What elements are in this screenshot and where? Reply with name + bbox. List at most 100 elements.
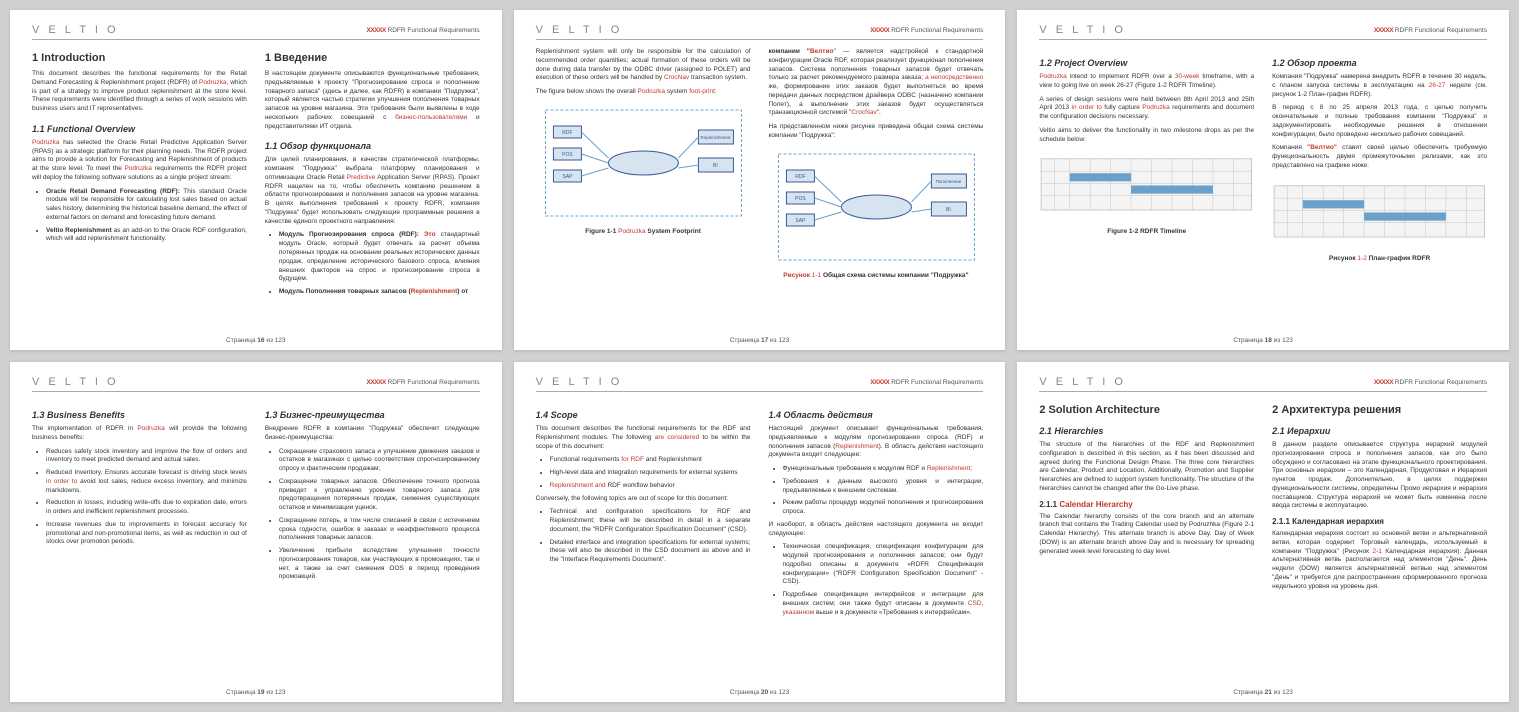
- list-item: Veltio Replenishment as an add-on to the…: [46, 227, 247, 245]
- logo: V E L T I O: [1039, 24, 1126, 36]
- svg-text:Пополнение: Пополнение: [935, 179, 961, 184]
- list-item: Functional requirements for RDF and Repl…: [550, 456, 751, 465]
- svg-text:POS: POS: [562, 152, 573, 158]
- logo: V E L T I O: [536, 376, 623, 388]
- list-item: Reduces safety stock inventory and impro…: [46, 448, 247, 466]
- proj-p1: Podruzka intend to implement RDFR over a…: [1039, 73, 1254, 91]
- proj-p3-ru: Компания "Велтио" ставит своей целью обе…: [1272, 144, 1487, 170]
- page-footer: Страница 20 из 123: [514, 689, 1006, 696]
- col-ru: 2 Архитектура решения 2.1 Иерархии В дан…: [1272, 400, 1487, 596]
- intro-p1: This document describes the functional r…: [32, 70, 247, 114]
- system-diagram-en: RDF POS SAP Replenishment BI: [536, 108, 751, 218]
- list-item: Reduced Inventory. Ensures accurate fore…: [46, 469, 247, 495]
- scope-list1: Functional requirements for RDF and Repl…: [550, 456, 751, 490]
- h1-arch-ru: 2 Архитектура решения: [1272, 404, 1487, 416]
- h2-hier: 2.1 Hierarchies: [1039, 426, 1254, 436]
- func-list: Oracle Retail Demand Forecasting (RDF): …: [46, 188, 247, 245]
- doc-label: XXXXX RDFR Functional Requirements: [1374, 379, 1487, 386]
- page-footer: Страница 21 из 123: [1017, 689, 1509, 696]
- col-ru: 1.2 Обзор проекта Компания "Подружка" на…: [1272, 48, 1487, 267]
- col-ru: 1 Введение В настоящем документе описыва…: [265, 48, 480, 301]
- list-item: Reduction in losses, including write-off…: [46, 499, 247, 517]
- svg-text:POS: POS: [795, 196, 806, 202]
- proj-p2-ru: В период с 8 по 25 апреля 2013 года, с ц…: [1272, 104, 1487, 139]
- list-item: Модуль Пополнения товарных запасов (Repl…: [279, 288, 480, 297]
- svg-text:SAP: SAP: [795, 218, 806, 224]
- hier-p1-ru: В данном разделе описывается структура и…: [1272, 441, 1487, 511]
- timeline-cap-ru: Рисунок 1-2 План-график RDFR: [1272, 255, 1487, 264]
- svg-text:RDF: RDF: [795, 174, 805, 180]
- biz-p: The implementation of RDFR in Podruzka w…: [32, 425, 247, 443]
- page-header: V E L T I O XXXXX RDFR Functional Requir…: [536, 24, 984, 40]
- page-21: V E L T I O XXXXX RDFR Functional Requir…: [1017, 362, 1509, 702]
- list-item: High-level data and integration requirem…: [550, 469, 751, 478]
- svg-text:RDF: RDF: [562, 130, 572, 136]
- h2-hier-ru: 2.1 Иерархии: [1272, 426, 1487, 436]
- scope-p2-ru: И наоборот, в область действия настоящег…: [769, 521, 984, 539]
- timeline-cap-en: Figure 1-2 RDFR Timeline: [1039, 228, 1254, 237]
- list-item: Сокращение страхового запаса и улучшение…: [279, 448, 480, 474]
- page-header: V E L T I O XXXXX RDFR Functional Requir…: [536, 376, 984, 392]
- h1-arch: 2 Solution Architecture: [1039, 404, 1254, 416]
- doc-label: XXXXX RDFR Functional Requirements: [870, 27, 983, 34]
- h3-cal-ru: 2.1.1 Календарная иерархия: [1272, 517, 1487, 526]
- page-header: V E L T I O XXXXX RDFR Functional Requir…: [32, 376, 480, 392]
- page-footer: Страница 19 из 123: [10, 689, 502, 696]
- timeline-en: [1039, 149, 1254, 224]
- biz-list: Reduces safety stock inventory and impro…: [46, 448, 247, 548]
- svg-text:Replenishment: Replenishment: [700, 135, 731, 140]
- func-p: Podruzka has selected the Oracle Retail …: [32, 139, 247, 183]
- list-item: Replenishment and RDF workflow behavior: [550, 482, 751, 491]
- page-16: V E L T I O XXXXX RDFR Functional Requir…: [10, 10, 502, 350]
- h1-intro-ru: 1 Введение: [265, 52, 480, 64]
- list-item: Модуль Прогнозирования спроса (RDF): Это…: [279, 231, 480, 284]
- system-diagram-ru: RDF POS SAP Пополнение BI: [769, 152, 984, 262]
- logo: V E L T I O: [32, 376, 119, 388]
- doc-label: XXXXX RDFR Functional Requirements: [870, 379, 983, 386]
- h2-biz: 1.3 Business Benefits: [32, 410, 247, 420]
- scope-list2: Technical and configuration specificatio…: [550, 508, 751, 565]
- page-17: V E L T I O XXXXX RDFR Functional Requir…: [514, 10, 1006, 350]
- cal-p: The Calendar hierarchy consists of the c…: [1039, 513, 1254, 557]
- doc-label: XXXXX RDFR Functional Requirements: [367, 379, 480, 386]
- h2-scope: 1.4 Scope: [536, 410, 751, 420]
- svg-text:BI: BI: [713, 163, 718, 169]
- list-item: Сокращение потерь, в том числе списаний …: [279, 517, 480, 543]
- page-header: V E L T I O XXXXX RDFR Functional Requir…: [32, 24, 480, 40]
- list-item: Подробные спецификации интерфейсов и инт…: [783, 591, 984, 617]
- h2-scope-ru: 1.4 Область действия: [769, 410, 984, 420]
- page-20: V E L T I O XXXXX RDFR Functional Requir…: [514, 362, 1006, 702]
- p17-p1-ru: компании "Велтио" — является надстройкой…: [769, 48, 984, 118]
- scope-p1-ru: Настоящий документ описывает функциональ…: [769, 425, 984, 460]
- h1-intro: 1 Introduction: [32, 52, 247, 64]
- h2-func-ru: 1.1 Обзор функционала: [265, 141, 480, 151]
- svg-text:SAP: SAP: [562, 174, 573, 180]
- logo: V E L T I O: [536, 24, 623, 36]
- proj-p3: Veltio aims to deliver the functionality…: [1039, 127, 1254, 145]
- logo: V E L T I O: [1039, 376, 1126, 388]
- col-en: 1 Introduction This document describes t…: [32, 48, 247, 301]
- timeline-ru: [1272, 176, 1487, 251]
- list-item: Режим работы процедур модулей пополнения…: [783, 499, 984, 517]
- page-18: V E L T I O XXXXX RDFR Functional Requir…: [1017, 10, 1509, 350]
- page-footer: Страница 17 из 123: [514, 337, 1006, 344]
- h2-proj: 1.2 Project Overview: [1039, 58, 1254, 68]
- col-ru: компании "Велтио" — является надстройкой…: [769, 48, 984, 284]
- list-item: Detailed interface and integration speci…: [550, 539, 751, 565]
- col-en: 1.4 Scope This document describes the fu…: [536, 400, 751, 622]
- page-grid: V E L T I O XXXXX RDFR Functional Requir…: [10, 10, 1509, 702]
- col-ru: 1.4 Область действия Настоящий документ …: [769, 400, 984, 622]
- h2-func: 1.1 Functional Overview: [32, 124, 247, 134]
- col-en: 1.2 Project Overview Podruzka intend to …: [1039, 48, 1254, 267]
- col-en: 2 Solution Architecture 2.1 Hierarchies …: [1039, 400, 1254, 596]
- page-footer: Страница 16 из 123: [10, 337, 502, 344]
- biz-p-ru: Внедрение RDFR в компании "Подружка" обе…: [265, 425, 480, 443]
- scope-p2: Conversely, the following topics are out…: [536, 495, 751, 504]
- page-header: V E L T I O XXXXX RDFR Functional Requir…: [1039, 376, 1487, 392]
- biz-list-ru: Сокращение страхового запаса и улучшение…: [279, 448, 480, 583]
- svg-text:BI: BI: [946, 207, 951, 213]
- list-item: Technical and configuration specificatio…: [550, 508, 751, 534]
- list-item: Increase revenues due to improvements in…: [46, 521, 247, 547]
- p17-p1: Replenishment system will only be respon…: [536, 48, 751, 83]
- col-en: Replenishment system will only be respon…: [536, 48, 751, 284]
